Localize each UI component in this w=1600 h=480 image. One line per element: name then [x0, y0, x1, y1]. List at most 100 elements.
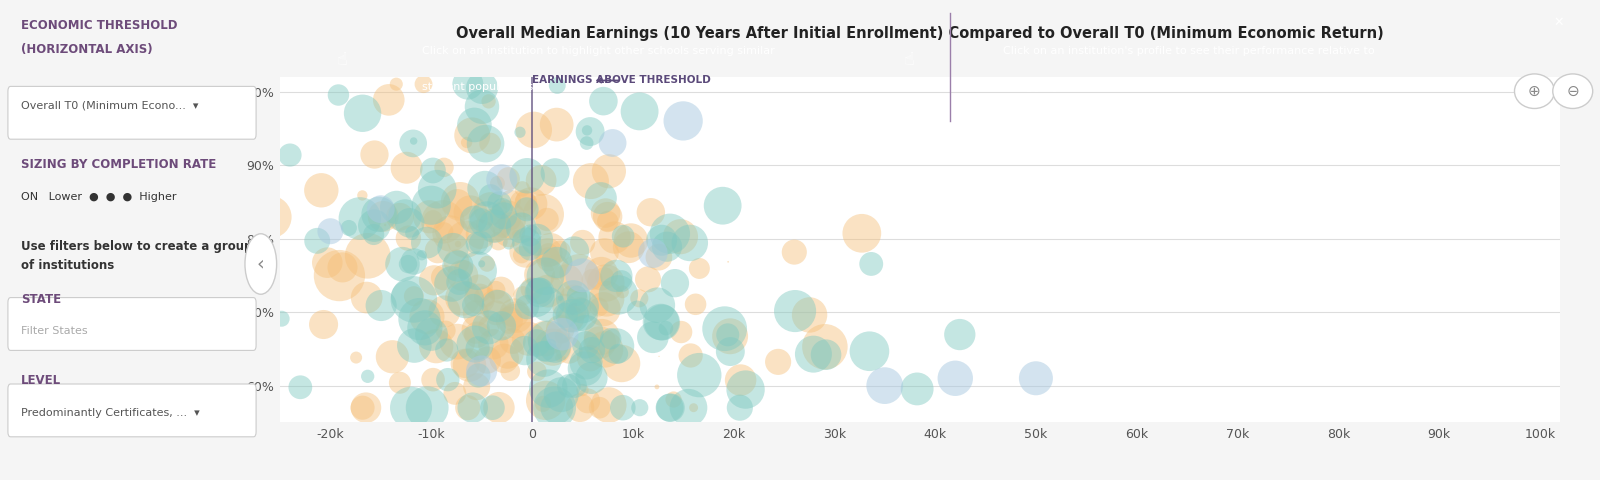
Point — [502, 317, 528, 325]
Point — [475, 356, 501, 364]
Point — [531, 348, 557, 355]
Point — [595, 213, 621, 220]
Point — [366, 211, 392, 218]
Point — [510, 292, 536, 300]
Text: SIZING BY COMPLETION RATE: SIZING BY COMPLETION RATE — [21, 158, 216, 171]
Point — [387, 213, 413, 221]
Text: Overall T0 (Minimum Econo...  ▾: Overall T0 (Minimum Econo... ▾ — [21, 101, 198, 111]
Point — [499, 337, 525, 345]
Text: ON   Lower  ●  ●  ●  Higher: ON Lower ● ● ● Higher — [21, 192, 176, 202]
Point — [573, 341, 598, 348]
Point — [373, 221, 398, 229]
Point — [510, 200, 536, 207]
Point — [507, 128, 533, 136]
Point — [667, 233, 693, 240]
Point — [459, 132, 485, 139]
Point — [726, 404, 752, 411]
Point — [578, 177, 603, 185]
Point — [550, 332, 576, 339]
Point — [496, 228, 522, 235]
Point — [490, 204, 515, 212]
Point — [350, 109, 376, 117]
Point — [304, 237, 330, 245]
Point — [288, 384, 314, 391]
Point — [466, 285, 491, 292]
Point — [362, 230, 387, 238]
Point — [570, 386, 595, 394]
Point — [416, 213, 442, 221]
Point — [712, 325, 738, 333]
Point — [592, 249, 618, 256]
Point — [646, 253, 672, 261]
Point — [573, 365, 598, 372]
Point — [453, 360, 478, 367]
Point — [610, 288, 635, 296]
Point — [430, 274, 456, 281]
Text: LEVEL: LEVEL — [21, 374, 61, 387]
Point — [309, 186, 334, 194]
Point — [499, 222, 525, 229]
Point — [424, 185, 450, 193]
Point — [595, 217, 621, 225]
Point — [426, 247, 451, 254]
Point — [450, 294, 475, 302]
Point — [395, 260, 421, 268]
Point — [594, 295, 619, 302]
Text: ☝: ☝ — [904, 51, 915, 70]
Point — [523, 294, 549, 301]
Point — [355, 372, 381, 380]
Point — [317, 228, 342, 235]
Point — [544, 263, 570, 271]
Point — [349, 192, 374, 199]
Point — [536, 255, 562, 263]
Point — [635, 276, 661, 283]
Point — [813, 351, 838, 359]
Point — [562, 247, 587, 255]
Point — [456, 361, 482, 369]
Point — [514, 303, 539, 311]
Point — [445, 262, 470, 270]
Point — [454, 139, 480, 146]
Point — [277, 151, 302, 159]
Point — [526, 288, 552, 296]
Point — [477, 323, 502, 330]
Text: ☝: ☝ — [336, 51, 347, 70]
Point — [947, 331, 973, 338]
Point — [480, 222, 506, 229]
Point — [486, 237, 512, 245]
Point — [368, 205, 394, 213]
Point — [587, 339, 613, 347]
Point — [469, 103, 494, 110]
Point — [466, 372, 491, 379]
Point — [469, 239, 494, 247]
Point — [450, 272, 475, 279]
Point — [710, 202, 736, 210]
Circle shape — [1515, 74, 1555, 108]
Point — [534, 287, 560, 295]
Point — [579, 276, 605, 283]
Point — [326, 272, 352, 279]
Point — [542, 404, 568, 411]
Point — [392, 212, 418, 220]
Point — [435, 376, 461, 384]
Point — [640, 334, 666, 341]
Point — [461, 301, 486, 309]
Point — [469, 260, 494, 268]
Point — [872, 382, 898, 389]
Point — [469, 367, 494, 375]
Circle shape — [1552, 74, 1592, 108]
Point — [538, 246, 563, 253]
Point — [594, 279, 619, 287]
Point — [525, 236, 550, 243]
Point — [387, 379, 413, 386]
Point — [539, 343, 565, 351]
Point — [445, 240, 470, 248]
Text: STATE: STATE — [21, 293, 61, 306]
Point — [488, 287, 514, 294]
Point — [536, 337, 562, 345]
Point — [238, 240, 264, 248]
Point — [395, 234, 421, 242]
Point — [410, 252, 435, 259]
Point — [462, 310, 488, 317]
Point — [574, 139, 600, 147]
